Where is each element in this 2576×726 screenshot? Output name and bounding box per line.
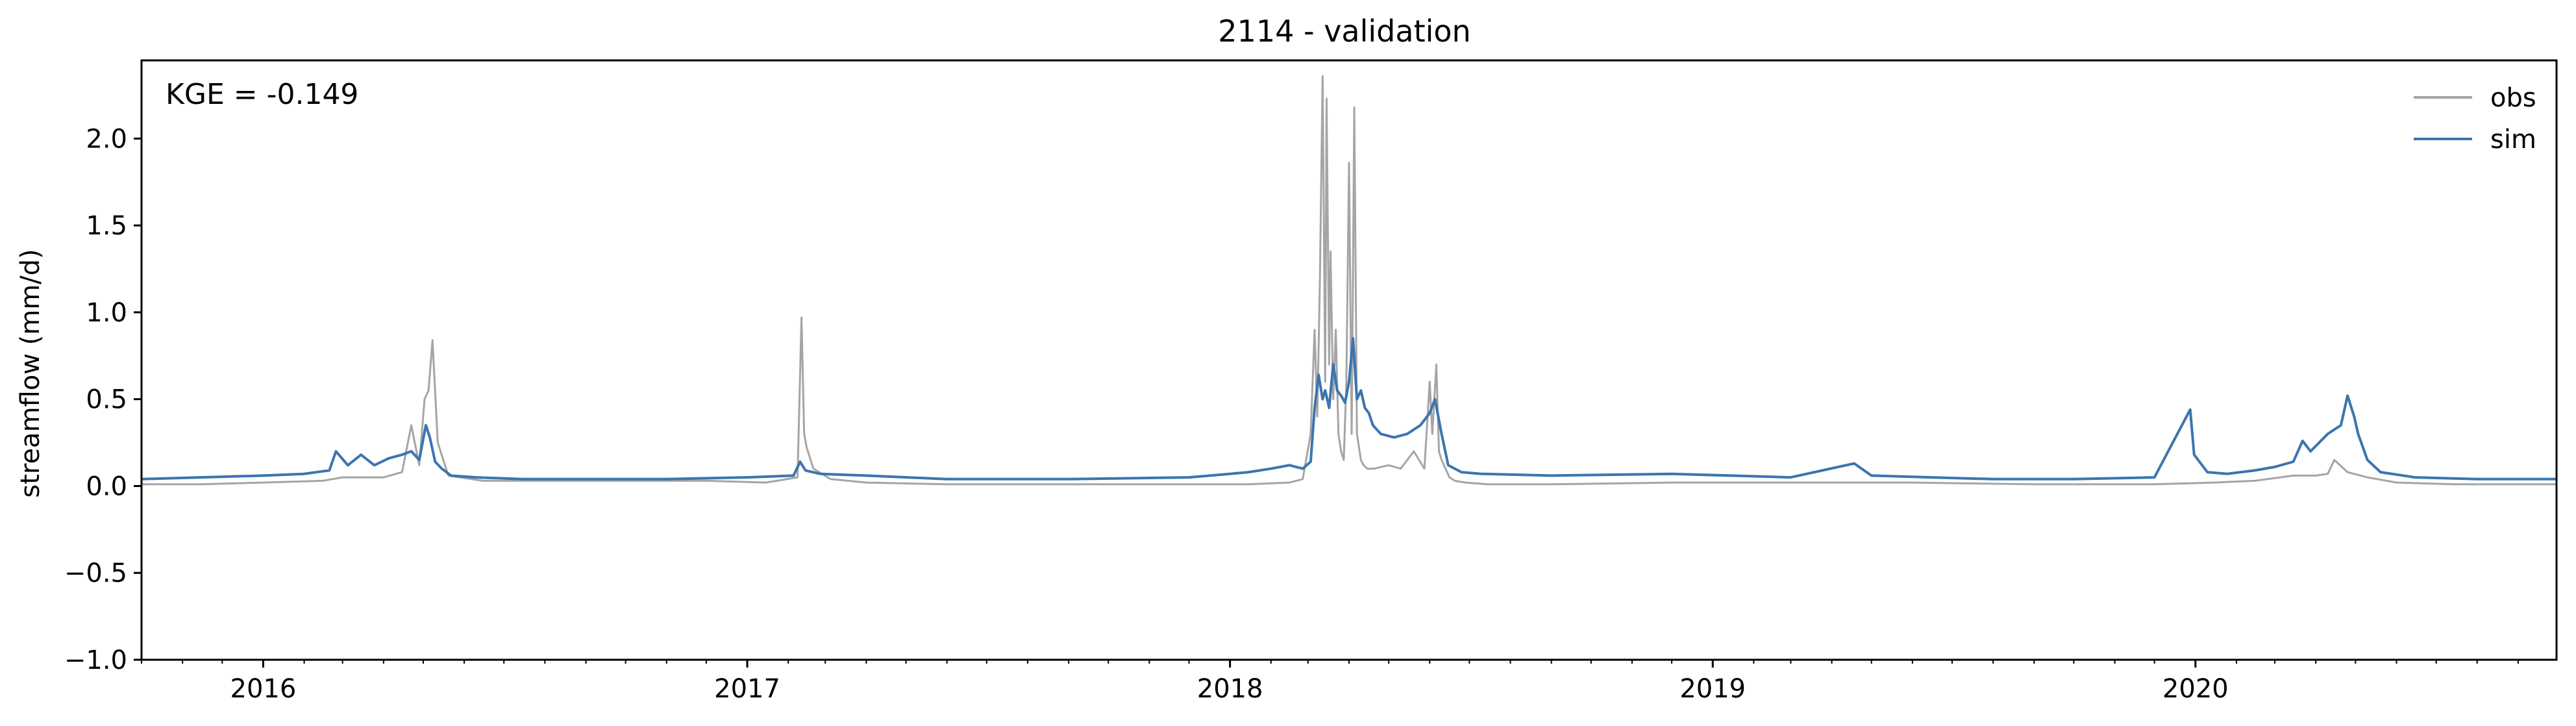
series-line-obs <box>142 75 2557 486</box>
y-tick-label: 0.5 <box>86 385 127 415</box>
x-tick-label: 2018 <box>1197 674 1263 704</box>
y-axis-ticks: −1.0 −0.5 0.0 0.5 1.0 1.5 2.0 <box>64 124 142 675</box>
y-tick-label: −1.0 <box>64 645 127 675</box>
x-tick-label: 2019 <box>1679 674 1746 704</box>
x-tick-label: 2016 <box>230 674 297 704</box>
legend-label-sim: sim <box>2490 125 2536 155</box>
series-line-sim <box>141 337 2557 481</box>
x-tick-label: 2020 <box>2162 674 2229 704</box>
x-tick-label: 2017 <box>714 674 780 704</box>
chart-title: 2114 - validation <box>1218 14 1470 49</box>
x-axis-ticks: 2016 2017 2018 2019 2020 <box>141 660 2519 704</box>
y-tick-label: 0.0 <box>86 471 127 501</box>
legend: obs sim <box>2414 83 2536 155</box>
y-tick-label: 2.0 <box>86 124 127 154</box>
y-tick-label: 1.5 <box>86 211 127 241</box>
kge-annotation: KGE = -0.149 <box>166 78 358 111</box>
y-axis-label: streamflow (mm/d) <box>16 249 45 497</box>
y-tick-label: 1.0 <box>86 298 127 328</box>
y-tick-label: −0.5 <box>64 558 127 588</box>
legend-label-obs: obs <box>2490 83 2536 113</box>
series-layer <box>141 75 2557 486</box>
